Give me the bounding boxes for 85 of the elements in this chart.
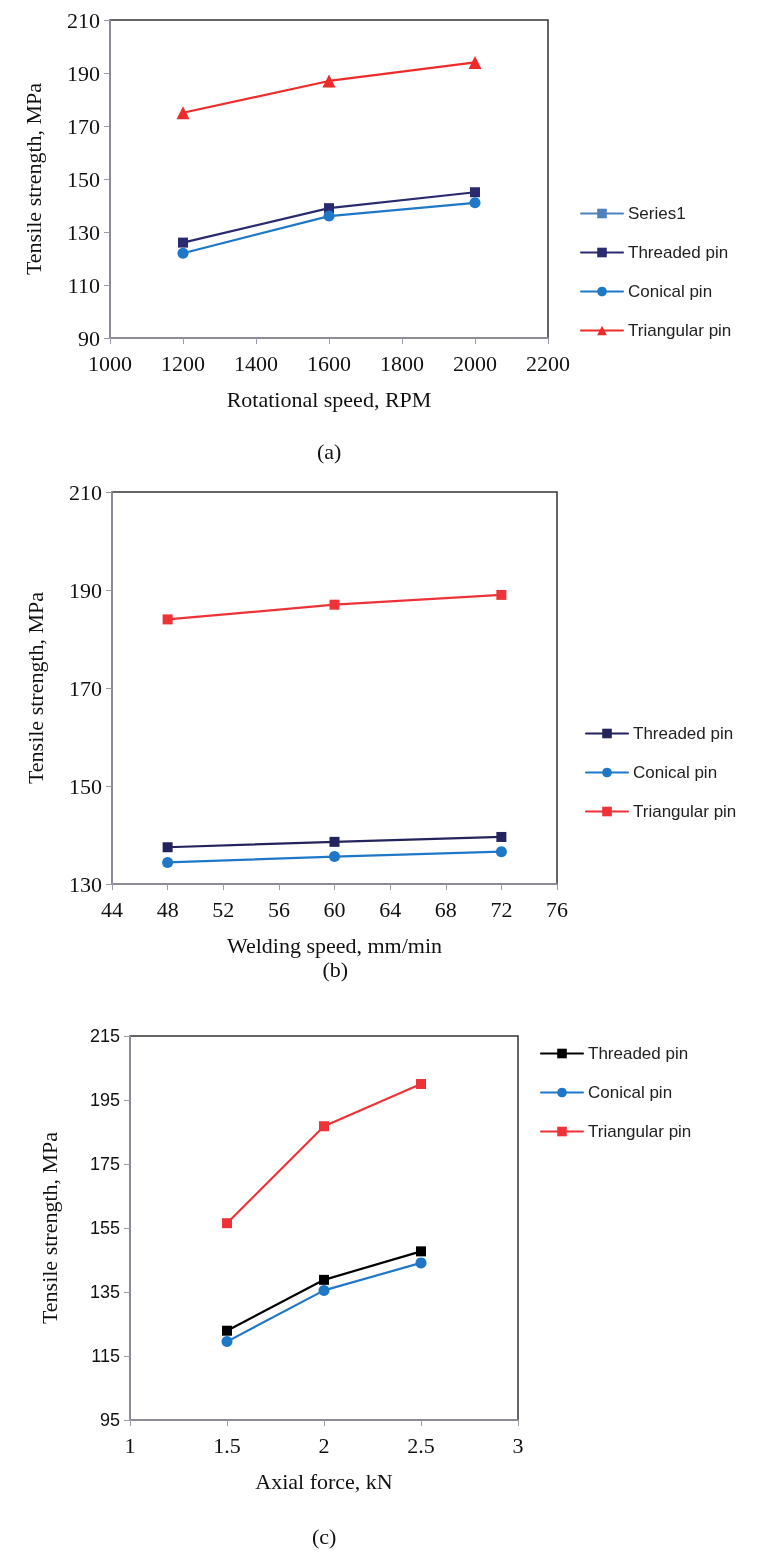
x-tick-label: 1200 — [161, 350, 205, 376]
legend-label: Conical pin — [628, 282, 713, 301]
y-tick-label: 210 — [67, 7, 100, 33]
point — [416, 1246, 426, 1257]
x-tick-label: 76 — [546, 896, 568, 922]
point — [222, 1218, 232, 1229]
x-tick-label: 64 — [379, 896, 402, 922]
point — [329, 836, 340, 847]
point — [469, 197, 481, 209]
text: (c) — [312, 1523, 337, 1549]
y-tick-label: 115 — [91, 1346, 120, 1366]
point — [318, 1284, 330, 1296]
x-tick-label: 2200 — [526, 350, 570, 376]
legend-label: Triangular pin — [633, 802, 737, 821]
y-tick-label: 190 — [69, 577, 102, 603]
x-tick-label: 3 — [512, 1432, 524, 1458]
point — [415, 1257, 427, 1269]
x-axis-title: Rotational speed, RPM — [226, 386, 432, 412]
y-axis-title: Tensile strength, MPa — [22, 591, 48, 785]
x-tick-label: 1400 — [234, 350, 278, 376]
y-tick-label: 90 — [78, 325, 100, 351]
point — [468, 55, 482, 69]
x-tick-label: 1800 — [380, 350, 424, 376]
point — [323, 210, 335, 222]
x-tick-label: 2.5 — [407, 1432, 435, 1458]
text: (b) — [322, 956, 349, 982]
legend-label: Threaded pin — [588, 1044, 689, 1063]
y-tick-label: 135 — [89, 1282, 120, 1302]
y-tick-label: 215 — [89, 1026, 120, 1046]
point — [162, 614, 173, 625]
y-axis-title: Tensile strength, MPa — [36, 1131, 62, 1325]
point — [221, 1336, 233, 1348]
point — [162, 856, 174, 868]
x-tick-label: 60 — [323, 896, 346, 922]
point — [319, 1121, 329, 1132]
legend-label: Triangular pin — [588, 1122, 692, 1141]
legend-label: Series1 — [628, 204, 686, 223]
y-tick-label: 170 — [67, 113, 100, 139]
x-tick-label: 52 — [212, 896, 235, 922]
x-tick-label: 48 — [156, 896, 179, 922]
x-tick-label: 2000 — [453, 350, 497, 376]
x-tick-label: 2 — [318, 1432, 330, 1458]
point — [495, 846, 507, 858]
x-tick-label: 68 — [434, 896, 457, 922]
y-tick-label: 130 — [69, 871, 102, 897]
point — [162, 842, 173, 853]
point — [470, 187, 480, 198]
y-tick-label: 130 — [67, 219, 100, 245]
x-tick-label: 72 — [490, 896, 513, 922]
y-tick-label: 155 — [89, 1218, 120, 1238]
point — [176, 106, 190, 120]
x-tick-label: 56 — [267, 896, 290, 922]
legend-label: Conical pin — [588, 1083, 673, 1102]
text: (a) — [317, 438, 342, 464]
x-tick-label: 1 — [124, 1432, 136, 1458]
y-tick-label: 150 — [69, 773, 102, 799]
point — [322, 74, 336, 88]
x-tick-label: 44 — [101, 896, 123, 922]
x-axis-title: Axial force, kN — [255, 1468, 393, 1494]
x-tick-label: 1600 — [307, 350, 351, 376]
legend-label: Conical pin — [633, 763, 718, 782]
x-tick-label: 1000 — [88, 350, 132, 376]
y-tick-label: 95 — [99, 1410, 120, 1430]
legend-label: Triangular pin — [628, 321, 732, 340]
point — [319, 1274, 329, 1285]
point — [222, 1325, 232, 1336]
legend-label: Threaded pin — [633, 724, 734, 743]
y-tick-label: 195 — [89, 1090, 120, 1110]
point — [177, 247, 189, 259]
point — [416, 1079, 426, 1089]
point — [178, 237, 188, 248]
legend-label: Threaded pin — [628, 243, 729, 262]
point — [496, 589, 507, 600]
y-axis-title: Tensile strength, MPa — [20, 82, 46, 276]
point — [496, 831, 507, 842]
y-tick-label: 210 — [69, 479, 102, 505]
x-axis-title: Welding speed, mm/min — [226, 932, 443, 958]
y-tick-label: 150 — [67, 166, 100, 192]
point — [329, 851, 340, 863]
point — [329, 599, 340, 610]
y-tick-label: 175 — [89, 1154, 120, 1174]
x-tick-label: 1.5 — [213, 1432, 241, 1458]
y-tick-label: 170 — [69, 675, 102, 701]
y-tick-label: 110 — [67, 272, 100, 298]
y-tick-label: 190 — [67, 60, 100, 86]
